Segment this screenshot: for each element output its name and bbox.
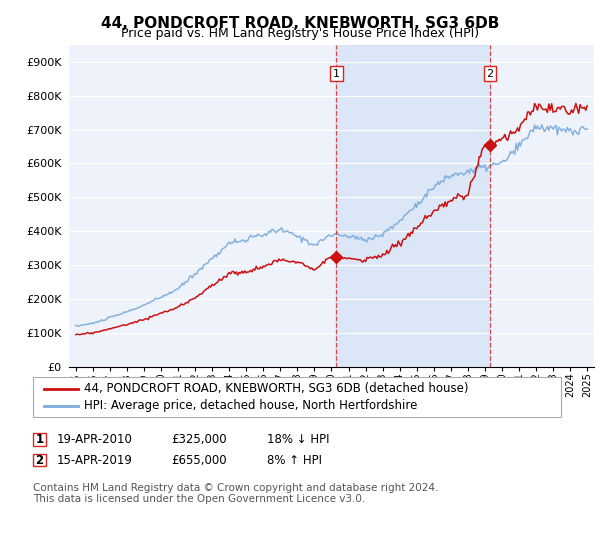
Text: 1: 1 [35, 433, 44, 446]
Text: HPI: Average price, detached house, North Hertfordshire: HPI: Average price, detached house, Nort… [84, 399, 418, 412]
Text: 18% ↓ HPI: 18% ↓ HPI [267, 433, 329, 446]
Text: Price paid vs. HM Land Registry's House Price Index (HPI): Price paid vs. HM Land Registry's House … [121, 27, 479, 40]
Bar [337, 45, 490, 367]
Text: £655,000: £655,000 [171, 454, 227, 467]
Text: 2: 2 [35, 454, 44, 467]
Text: 19-APR-2010: 19-APR-2010 [57, 433, 133, 446]
Text: Contains HM Land Registry data © Crown copyright and database right 2024.
This d: Contains HM Land Registry data © Crown c… [33, 483, 439, 505]
Text: £325,000: £325,000 [171, 433, 227, 446]
Text: 44, PONDCROFT ROAD, KNEBWORTH, SG3 6DB: 44, PONDCROFT ROAD, KNEBWORTH, SG3 6DB [101, 16, 499, 31]
Text: 8% ↑ HPI: 8% ↑ HPI [267, 454, 322, 467]
Text: 1: 1 [333, 69, 340, 78]
Text: 2: 2 [486, 69, 493, 78]
Text: 15-APR-2019: 15-APR-2019 [57, 454, 133, 467]
Text: 44, PONDCROFT ROAD, KNEBWORTH, SG3 6DB (detached house): 44, PONDCROFT ROAD, KNEBWORTH, SG3 6DB (… [84, 382, 469, 395]
